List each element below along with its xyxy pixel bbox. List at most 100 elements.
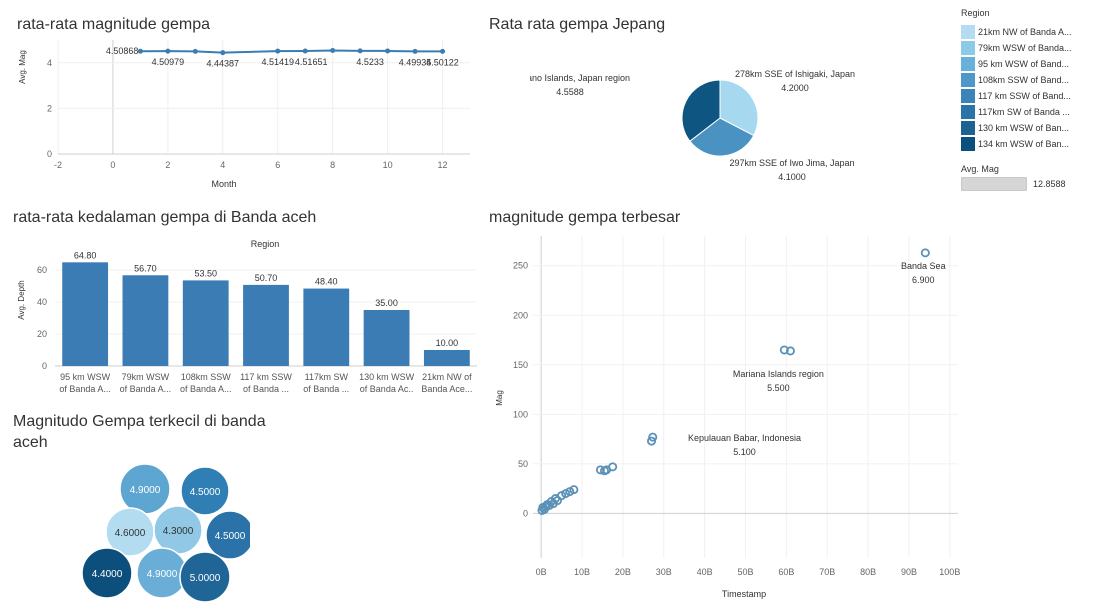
bar-chart: Region 0 20 40 60 Avg. Depth 64.80 95 km WSW of … <box>17 239 477 394</box>
bar-category-label: 95 km WSW <box>60 372 111 382</box>
legend-item[interactable]: 95 km WSW of Band... <box>961 56 1086 72</box>
annotation-value: 5.100 <box>733 447 756 457</box>
size-legend-title: Avg. Mag <box>961 164 999 174</box>
data-point <box>357 48 363 54</box>
legend-label: 117 km SSW of Band... <box>978 91 1071 101</box>
x-tick-label: 20B <box>615 567 631 577</box>
scatter-chart-title: magnitude gempa terbesar <box>489 209 681 226</box>
x-tick-label: 0 <box>110 160 115 170</box>
y-tick-label: 0 <box>47 149 52 159</box>
y-tick-label: 60 <box>37 265 47 275</box>
annotation-name: Mariana Islands region <box>733 369 824 379</box>
legend-label: 79km WSW of Banda... <box>978 43 1072 53</box>
data-label: 4.5233 <box>356 57 384 67</box>
x-tick-label: 0B <box>536 567 547 577</box>
bar-category-label: of Banda A... <box>59 384 111 394</box>
scatter-point <box>595 465 605 475</box>
data-point <box>192 48 198 54</box>
bar <box>122 275 169 366</box>
bubble-title-line-1: Magnitudo Gempa terkecil di banda <box>13 413 266 430</box>
bubble-label: 4.3000 <box>163 526 194 537</box>
pie-chart: 278km SSE of Ishigaki, Japan 4.2000 297km … <box>530 69 855 182</box>
slice-value-label: 4.1000 <box>778 172 806 182</box>
x-axis-title: Month <box>211 179 236 189</box>
x-tick-label: 80B <box>860 567 876 577</box>
bar-category-label: 117 km SSW <box>240 372 292 382</box>
bar-value-label: 64.80 <box>74 250 97 260</box>
data-label: 4.44387 <box>207 59 240 69</box>
bar-category-label: of Banda A... <box>120 384 172 394</box>
line-chart-title: rata-rata magnitude gempa <box>17 16 210 33</box>
size-legend-value: 12.8588 <box>1033 179 1066 189</box>
legend-label: 95 km WSW of Band... <box>978 59 1070 69</box>
bubble-label: 4.5000 <box>190 487 221 498</box>
legend-item[interactable]: 117 km SSW of Band... <box>961 88 1086 104</box>
slice-name-label: Volcano Islands, Japan region <box>530 73 630 83</box>
legend-label: 108km SSW of Band... <box>978 75 1070 85</box>
x-tick-label: 12 <box>438 160 448 170</box>
bar-value-label: 10.00 <box>436 338 459 348</box>
bar-category-label: of Banda ... <box>243 384 289 394</box>
bar <box>243 284 289 366</box>
x-tick-label: 90B <box>901 567 917 577</box>
bar-category-label: 117km SW <box>305 372 349 382</box>
x-tick-label: 10 <box>383 160 393 170</box>
scatter-point <box>540 501 550 511</box>
bar-category-label: 108km SSW <box>181 372 232 382</box>
bar-value-label: 48.40 <box>315 277 338 287</box>
legend-item[interactable]: 117km SW of Banda ... <box>961 104 1086 120</box>
pie-chart-title: Rata rata gempa Jepang <box>489 16 666 33</box>
slice-value-label: 4.2000 <box>781 83 809 93</box>
y-tick-label: 150 <box>513 360 528 370</box>
legend-item[interactable]: 21km NW of Banda A... <box>961 24 1086 40</box>
data-point <box>330 47 336 53</box>
data-label: 4.51419 <box>261 57 294 67</box>
y-tick-label: 250 <box>513 261 528 271</box>
bar <box>182 280 229 366</box>
legend-item[interactable]: 108km SSW of Band... <box>961 72 1086 88</box>
series-line <box>140 49 443 54</box>
bubble <box>180 466 230 516</box>
bar-header-label: Region <box>251 239 280 249</box>
bubble <box>205 510 250 560</box>
slice-value-label: 4.5588 <box>556 87 584 97</box>
bar <box>303 288 350 366</box>
bubble-label: 4.9000 <box>130 485 161 496</box>
bar-category-label: 79km WSW <box>122 372 170 382</box>
x-tick-label: 10B <box>574 567 590 577</box>
annotation-value: 5.500 <box>767 383 790 393</box>
legend-item[interactable]: 134 km WSW of Ban... <box>961 136 1086 152</box>
scatter-point <box>648 432 658 442</box>
bar-category-label: of Banda A... <box>180 384 232 394</box>
annotation-name: Kepulauan Babar, Indonesia <box>688 433 801 443</box>
legend-item[interactable]: 79km WSW of Banda... <box>961 40 1086 56</box>
x-axis-title: Timestamp <box>722 589 766 599</box>
bubble-label: 4.9000 <box>147 569 178 580</box>
bar <box>62 262 109 366</box>
slice-name-label: 278km SSE of Ishigaki, Japan <box>735 69 855 79</box>
pie-slice <box>681 79 721 142</box>
x-tick-label: 60B <box>778 567 794 577</box>
data-point <box>302 48 308 54</box>
scatter-point <box>608 462 618 472</box>
bar <box>423 350 470 366</box>
legend-item[interactable]: 130 km WSW of Ban... <box>961 120 1086 136</box>
legend-label: 134 km WSW of Ban... <box>978 139 1070 149</box>
data-point <box>275 48 281 54</box>
x-tick-label: 100B <box>939 567 960 577</box>
slice-name-label: 297km SSE of Iwo Jima, Japan <box>729 158 854 168</box>
data-point <box>440 48 446 54</box>
scatter-chart: 0B 10B 20B 30B 40B 50B 60B 70B 80B 90B 100B 0 50 100 1… <box>495 236 960 599</box>
bubble-chart: 4.9000 4.5000 4.6000 4.3000 4.5000 4.4000 4.90… <box>81 463 250 603</box>
annotation-value: 6.900 <box>912 275 935 285</box>
y-tick-label: 50 <box>518 459 528 469</box>
data-label: 4.49935 <box>399 57 432 67</box>
legend-label: 117km SW of Banda ... <box>978 107 1070 117</box>
bar-value-label: 50.70 <box>255 273 278 283</box>
size-legend: 12.8588 <box>961 177 1086 191</box>
bar-category-label: of Banda ... <box>303 384 349 394</box>
legend-swatch <box>961 41 975 55</box>
x-tick-label: 50B <box>737 567 753 577</box>
y-tick-label: 20 <box>37 329 47 339</box>
